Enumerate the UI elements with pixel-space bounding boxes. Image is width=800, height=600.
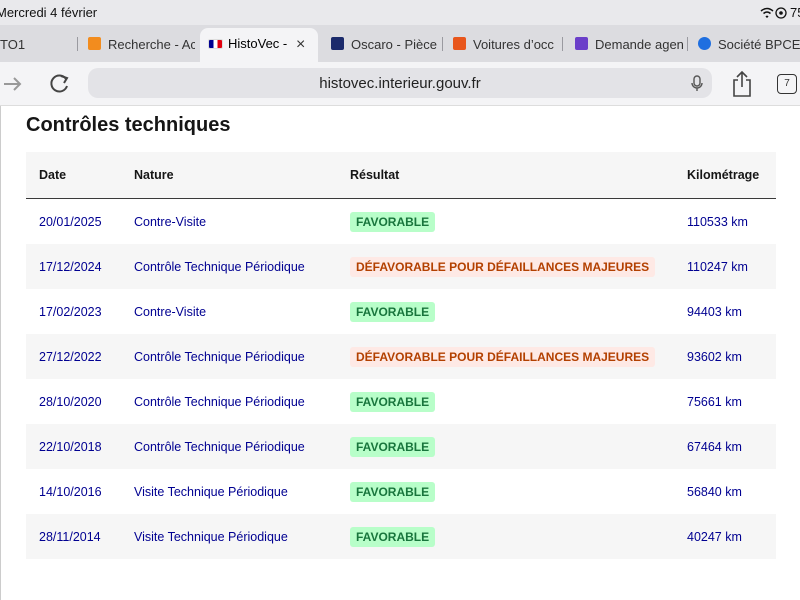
- table-cell: FAVORABLE: [350, 514, 687, 559]
- tab-separator: [562, 37, 563, 51]
- table-cell: Visite Technique Périodique: [134, 514, 350, 559]
- table-cell: FAVORABLE: [350, 469, 687, 514]
- table-cell: Contre-Visite: [134, 304, 207, 319]
- tab-title: Voitures d’occ: [473, 37, 554, 52]
- table-cell: Contrôle Technique Périodique: [134, 244, 350, 289]
- tab-separator: [442, 37, 443, 51]
- table-cell: FAVORABLE: [350, 199, 687, 245]
- table-cell: 67464 km: [687, 424, 776, 469]
- table-body: 20/01/2025 Contre-Visite FAVORABLE 110533 k…: [26, 199, 776, 559]
- tab-title: TO1: [0, 37, 26, 52]
- table-cell: FAVORABLE: [350, 379, 687, 424]
- table-cell: 27/12/2022: [26, 334, 134, 379]
- table-cell: Contrôle Technique Périodique: [134, 334, 350, 379]
- tab-icon: [698, 37, 711, 50]
- tab-icon: [208, 39, 223, 49]
- table-row: 28/10/2020 Contrôle Technique Périodique F…: [26, 379, 776, 424]
- table-cell: FAVORABLE: [350, 424, 687, 469]
- tab-count[interactable]: 7: [777, 74, 797, 94]
- result-badge: FAVORABLE: [350, 211, 436, 232]
- result-badge: DÉFAVORABLE POUR DÉFAILLANCES MAJEURES: [350, 346, 656, 367]
- table-cell: 75661 km: [687, 394, 742, 409]
- table-cell: 110533 km: [687, 214, 748, 229]
- table-cell: Visite Technique Périodique: [134, 484, 288, 499]
- table-row: 28/11/2014 Visite Technique Périodique FAV…: [26, 514, 776, 559]
- share-button[interactable]: [730, 70, 754, 98]
- column-header: Date: [26, 152, 134, 199]
- result-badge: DÉFAVORABLE POUR DÉFAILLANCES MAJEURES: [350, 256, 656, 277]
- tab-close[interactable]: ×: [296, 36, 306, 53]
- nav-buttons: [4, 74, 69, 93]
- tab[interactable]: Société BPCE I: [690, 29, 800, 59]
- table-cell: 28/11/2014: [26, 514, 134, 559]
- table-row: 17/02/2023 Contre-Visite FAVORABLE 94403 km: [26, 289, 776, 334]
- table-cell: DÉFAVORABLE POUR DÉFAILLANCES MAJEURES: [350, 244, 687, 289]
- column-header: Nature: [134, 152, 350, 199]
- tab-separator: [77, 37, 78, 51]
- table-cell: 94403 km: [687, 304, 742, 319]
- result-badge: FAVORABLE: [350, 436, 436, 457]
- section-title: Contrôles techniques: [26, 114, 231, 136]
- inspection-table: Date Nature Résultat Kilométrage 20/01/2025…: [26, 152, 776, 559]
- table-cell: DÉFAVORABLE POUR DÉFAILLANCES MAJEURES: [350, 334, 687, 379]
- column-header: Résultat: [350, 152, 687, 199]
- table-cell: 93602 km: [687, 334, 776, 379]
- result-badge: FAVORABLE: [350, 301, 436, 322]
- content: Contrôles techniques Date Nature Résultat K…: [0, 106, 800, 600]
- table-cell: FAVORABLE: [350, 289, 687, 334]
- result-badge: FAVORABLE: [350, 526, 436, 547]
- table-cell: 20/01/2025: [39, 214, 102, 229]
- tab[interactable]: HistoVec - ×: [200, 28, 318, 62]
- tab[interactable]: Recherche - Ac: [80, 29, 195, 59]
- tab-separator: [687, 37, 688, 51]
- tab-title: Recherche - Ac: [108, 37, 195, 52]
- header-row: Date Nature Résultat Kilométrage: [26, 152, 776, 199]
- table-row: 17/12/2024 Contrôle Technique Périodique D…: [26, 244, 776, 289]
- status-time: Mercredi 4 février: [0, 5, 98, 20]
- table-cell: 40247 km: [687, 514, 776, 559]
- tab-title: Demande agen: [595, 37, 684, 52]
- tab-icon: [453, 37, 466, 50]
- tab[interactable]: TO1: [0, 29, 75, 59]
- table-cell: Contrôle Technique Périodique: [134, 424, 350, 469]
- status-icons: [760, 7, 787, 19]
- column-header: Kilométrage: [687, 152, 776, 199]
- toolbar: histovec.interieur.gouv.fr 7: [0, 62, 800, 106]
- table-cell: 17/12/2024: [26, 244, 134, 289]
- url-text: histovec.interieur.gouv.fr: [319, 75, 481, 92]
- tab-title: HistoVec -: [228, 36, 288, 51]
- table-cell: Contrôle Technique Périodique: [134, 394, 305, 409]
- result-badge: FAVORABLE: [350, 481, 436, 502]
- tab-bar: TO1 Recherche - Ac HistoVec - × Oscaro - Pi…: [0, 25, 800, 62]
- tab[interactable]: Demande agen: [567, 29, 685, 59]
- battery-level: 75: [790, 5, 800, 20]
- table-cell: Contre-Visite: [134, 214, 207, 229]
- table-cell: 56840 km: [687, 484, 742, 499]
- result-badge: FAVORABLE: [350, 391, 436, 412]
- table-row: 22/10/2018 Contrôle Technique Périodique F…: [26, 424, 776, 469]
- table-cell: 17/02/2023: [39, 304, 102, 319]
- tab-icon: [331, 37, 344, 50]
- status-bar: Mercredi 4 février 75: [0, 0, 800, 25]
- table-row: 27/12/2022 Contrôle Technique Périodique D…: [26, 334, 776, 379]
- table-cell: 110247 km: [687, 244, 776, 289]
- table-row: 14/10/2016 Visite Technique Périodique FAV…: [26, 469, 776, 514]
- table-row: 20/01/2025 Contre-Visite FAVORABLE 110533 k…: [26, 199, 776, 245]
- tab-title: Oscaro - Pièce: [351, 37, 437, 52]
- tab-icon: [88, 37, 101, 50]
- table-cell: 14/10/2016: [39, 484, 102, 499]
- tab[interactable]: Voitures d’occ: [445, 29, 560, 59]
- tab-title: Société BPCE I: [718, 37, 800, 52]
- tab[interactable]: Oscaro - Pièce: [323, 29, 440, 59]
- table-cell: 28/10/2020: [39, 394, 102, 409]
- table-cell: 22/10/2018: [26, 424, 134, 469]
- address-field[interactable]: histovec.interieur.gouv.fr: [88, 68, 712, 98]
- mic-icon[interactable]: [691, 75, 703, 92]
- tab-icon: [575, 37, 588, 50]
